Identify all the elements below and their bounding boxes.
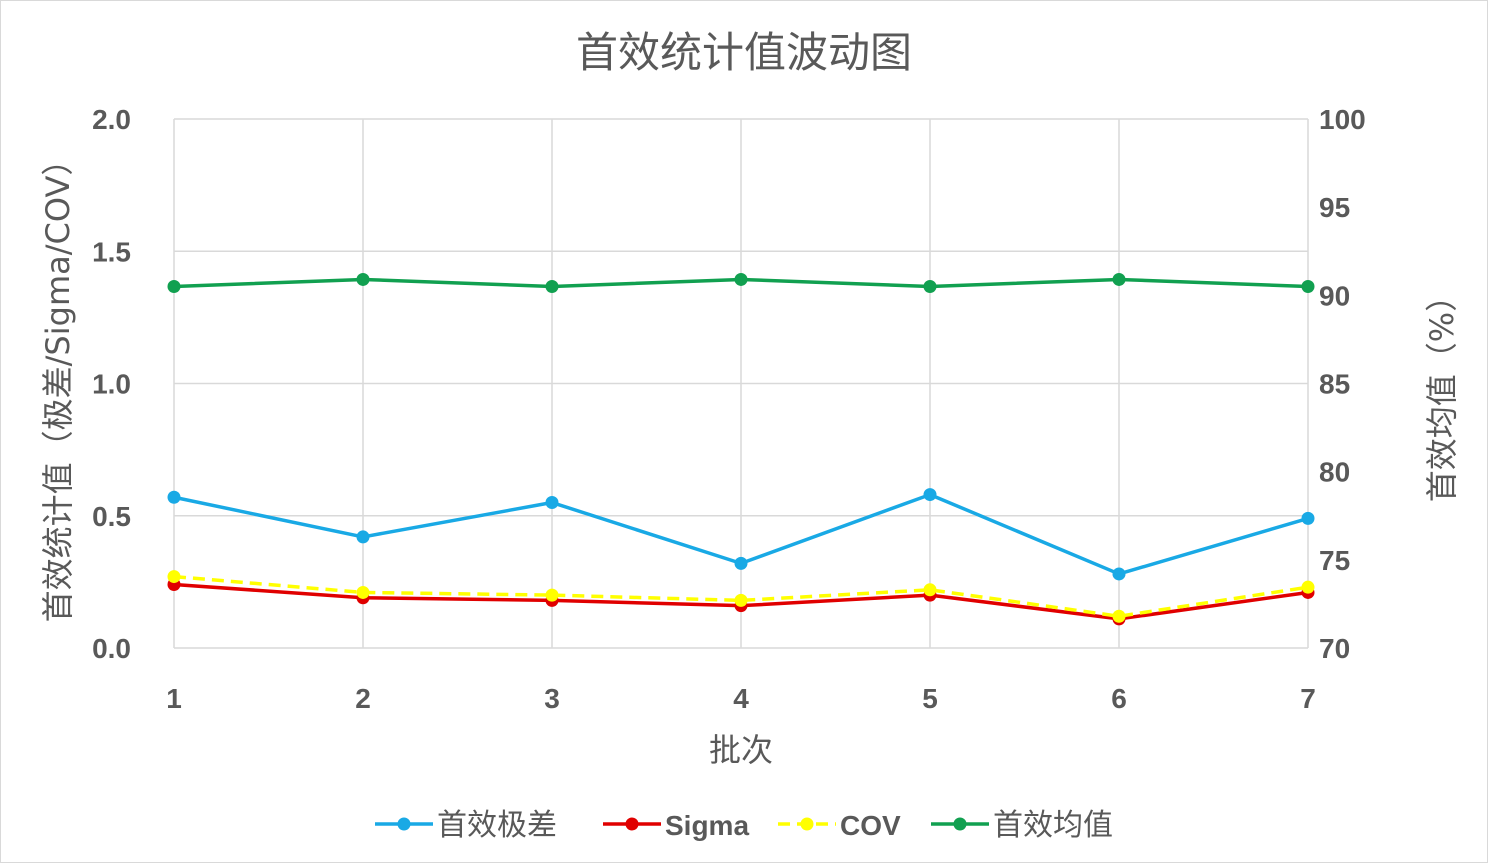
data-point [734, 593, 748, 607]
y-right-tick-label: 80 [1319, 457, 1350, 488]
legend: 首效极差 Sigma COV 首效均值 [375, 808, 1113, 843]
series-COV [167, 570, 1315, 623]
data-point [545, 280, 559, 294]
x-axis-label: 批次 [709, 731, 773, 769]
y-right-tick-label: 70 [1319, 633, 1350, 664]
gridlines [173, 118, 1309, 649]
legend-label: 首效均值 [993, 808, 1113, 843]
y-axis-left-ticks: 0.0 0.5 1.0 1.5 2.0 [92, 104, 131, 664]
legend-marker [800, 817, 814, 831]
y-right-tick-label: 75 [1319, 545, 1350, 576]
y-axis-right-ticks: 70 75 80 85 90 95 100 [1319, 104, 1366, 664]
data-point [356, 272, 370, 286]
series-group [167, 272, 1315, 626]
data-point [1112, 272, 1126, 286]
legend-item: 首效极差 [375, 808, 557, 843]
x-tick-label: 7 [1300, 683, 1316, 714]
data-point [1112, 609, 1126, 623]
data-point [1301, 511, 1315, 525]
legend-marker [625, 817, 639, 831]
chart-title: 首效统计值波动图 [576, 28, 912, 77]
y-left-tick-label: 1.5 [92, 236, 131, 267]
series-首效均值 [167, 272, 1315, 294]
legend-label: Sigma [665, 810, 749, 841]
legend-item: 首效均值 [931, 808, 1113, 843]
x-tick-label: 6 [1111, 683, 1127, 714]
y-left-tick-label: 0.5 [92, 501, 131, 532]
data-point [923, 583, 937, 597]
y-left-tick-label: 2.0 [92, 104, 131, 135]
data-point [167, 280, 181, 294]
data-point [167, 490, 181, 504]
data-point [923, 280, 937, 294]
data-point [1112, 567, 1126, 581]
legend-item: Sigma [603, 810, 749, 841]
y-right-tick-label: 95 [1319, 192, 1350, 223]
legend-marker [953, 817, 967, 831]
x-tick-label: 2 [355, 683, 371, 714]
series-首效极差 [167, 488, 1315, 581]
data-point [923, 488, 937, 502]
data-point [356, 530, 370, 544]
x-axis-ticks: 1 2 3 4 5 6 7 [166, 683, 1316, 714]
y-left-tick-label: 1.0 [92, 369, 131, 400]
y-axis-right-label: 首效均值（%） [1423, 280, 1461, 502]
x-tick-label: 5 [922, 683, 938, 714]
data-point [356, 585, 370, 599]
y-right-tick-label: 100 [1319, 104, 1366, 135]
data-point [1301, 280, 1315, 294]
y-right-tick-label: 85 [1319, 369, 1350, 400]
data-point [734, 556, 748, 570]
legend-marker [397, 817, 411, 831]
x-tick-label: 3 [544, 683, 560, 714]
y-axis-left-label: 首效统计值（极差/Sigma/COV） [39, 144, 77, 623]
legend-label: 首效极差 [437, 808, 557, 843]
legend-label: COV [840, 810, 901, 841]
data-point [734, 272, 748, 286]
data-point [167, 570, 181, 584]
data-point [545, 496, 559, 510]
y-left-tick-label: 0.0 [92, 633, 131, 664]
data-point [545, 588, 559, 602]
y-right-tick-label: 90 [1319, 280, 1350, 311]
x-tick-label: 1 [166, 683, 182, 714]
legend-item: COV [778, 810, 901, 841]
x-tick-label: 4 [733, 683, 749, 714]
data-point [1301, 580, 1315, 594]
